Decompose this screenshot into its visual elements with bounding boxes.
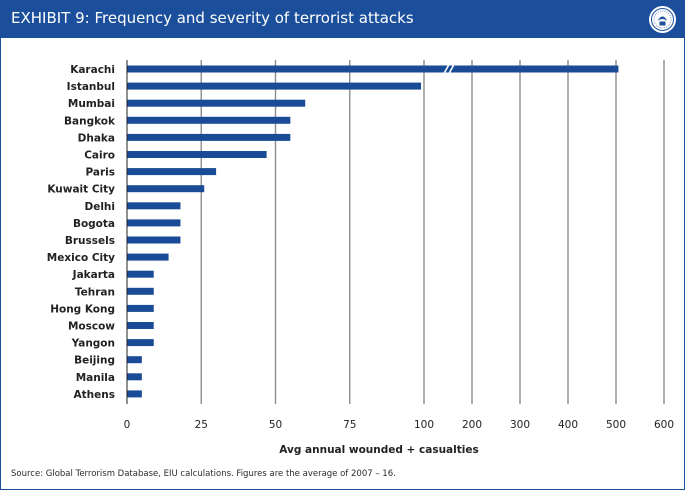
x-tick-label: 0 <box>124 419 131 431</box>
x-tick-label: 25 <box>195 419 208 431</box>
gridlines <box>200 60 665 404</box>
category-label: Mumbai <box>68 98 115 110</box>
x-tick-label: 500 <box>606 419 626 431</box>
bar-delhi <box>127 202 181 210</box>
axis-break-mark <box>448 64 455 74</box>
category-label: Paris <box>85 167 115 179</box>
x-tick-labels: 0 25 50 75 100 200 300 400 500 600 <box>124 419 674 431</box>
bar-bogota <box>127 219 181 227</box>
category-label: Tehran <box>75 286 115 298</box>
bar-manila <box>127 373 142 381</box>
bar-mumbai <box>127 99 306 107</box>
x-axis-label: Avg annual wounded + casualties <box>279 444 478 456</box>
category-label: Moscow <box>68 321 115 333</box>
title-bar: EXHIBIT 9: Frequency and severity of ter… <box>1 1 684 38</box>
bar-paris <box>127 168 217 176</box>
category-label: Manila <box>76 372 115 384</box>
category-label: Cairo <box>84 150 115 162</box>
category-label: Bogota <box>73 218 115 230</box>
bar-moscow <box>127 322 154 329</box>
category-label: Dhaka <box>78 132 115 144</box>
chart-title: EXHIBIT 9: Frequency and severity of ter… <box>11 9 414 27</box>
bar-yangon <box>127 339 154 347</box>
category-label: Athens <box>74 389 115 401</box>
bar-hong-kong <box>127 304 154 312</box>
category-label: Kuwait City <box>47 184 115 196</box>
category-label: Delhi <box>84 201 115 213</box>
category-label: Brussels <box>65 235 115 247</box>
bar-dhaka <box>127 133 291 141</box>
category-label: Hong Kong <box>50 303 115 315</box>
plot-area: Karachi Istanbul Mumbai Bangkok Dhaka Cairo Pa… <box>47 60 674 456</box>
bar-cairo <box>127 151 267 158</box>
x-tick-label: 100 <box>414 419 434 431</box>
bar-beijing <box>127 356 142 364</box>
category-label: Yangon <box>71 338 115 350</box>
bar-istanbul <box>127 82 422 90</box>
bar-athens <box>127 390 142 398</box>
x-tick-label: 400 <box>558 419 578 431</box>
bar-brussels <box>127 236 181 244</box>
category-label: Istanbul <box>67 81 115 93</box>
category-label: Beijing <box>74 355 115 367</box>
axis-break-mark <box>443 64 450 74</box>
category-label: Jakarta <box>72 269 115 281</box>
bar-mexico-city <box>127 253 169 261</box>
category-labels: Karachi Istanbul Mumbai Bangkok Dhaka Cairo Pa… <box>47 64 116 401</box>
x-tick-label: 300 <box>510 419 530 431</box>
category-label: Mexico City <box>47 252 115 264</box>
category-label: Karachi <box>70 64 115 76</box>
bar-tehran <box>127 287 154 295</box>
bars <box>127 64 619 398</box>
source-note: Source: Global Terrorism Database, EIU c… <box>11 469 396 479</box>
category-label: Bangkok <box>64 115 116 127</box>
x-tick-label: 75 <box>343 419 356 431</box>
bar-bangkok <box>127 116 291 124</box>
x-tick-label: 200 <box>462 419 482 431</box>
eiu-seal-icon <box>649 6 676 33</box>
bar-jakarta <box>127 270 154 278</box>
bar-karachi <box>127 65 619 73</box>
x-tick-label: 50 <box>269 419 282 431</box>
x-tick-label: 600 <box>654 419 674 431</box>
bar-kuwait-city <box>127 185 205 193</box>
